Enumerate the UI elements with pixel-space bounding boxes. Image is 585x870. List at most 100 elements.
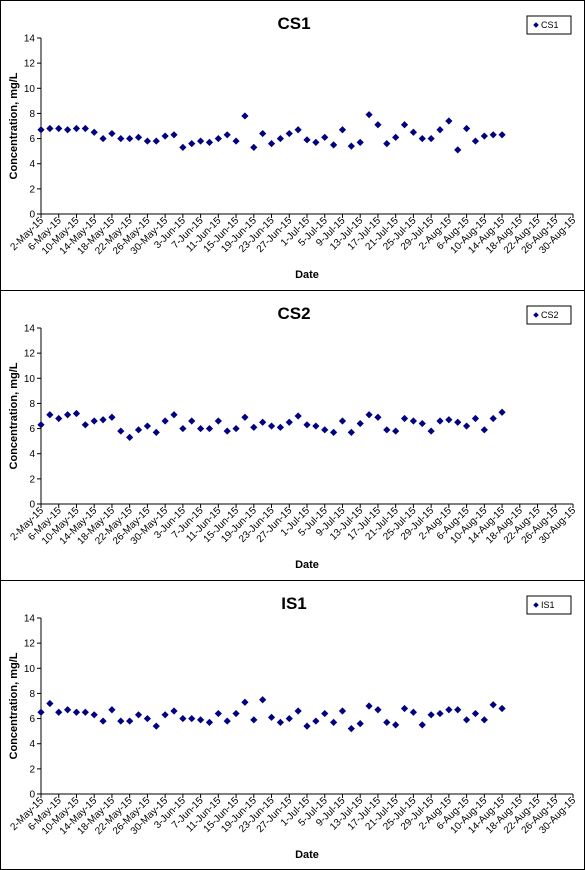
data-point — [188, 417, 196, 425]
y-tick-label: 6 — [29, 134, 35, 145]
data-point — [454, 418, 462, 426]
y-tick-label: 14 — [24, 324, 36, 335]
data-point — [223, 427, 231, 435]
data-point — [90, 711, 98, 719]
data-point — [259, 418, 267, 426]
y-tick-label: 2 — [29, 474, 35, 485]
data-point — [400, 704, 409, 713]
data-point — [197, 137, 205, 145]
data-point — [347, 725, 355, 733]
data-point — [214, 417, 222, 425]
data-point — [383, 718, 391, 726]
data-point — [55, 708, 63, 716]
data-point — [126, 433, 134, 441]
data-point — [259, 129, 267, 138]
data-point — [250, 716, 258, 724]
y-tick-label: 12 — [24, 639, 36, 650]
data-point — [170, 707, 178, 715]
data-point — [188, 140, 196, 148]
y-tick-label: 14 — [24, 34, 36, 45]
data-point — [90, 128, 98, 136]
data-point — [374, 413, 382, 421]
data-point — [64, 126, 72, 134]
data-point — [99, 717, 107, 725]
data-point — [214, 709, 222, 718]
data-point — [134, 426, 143, 434]
y-tick-label: 10 — [24, 664, 36, 675]
data-point — [321, 133, 329, 141]
data-point — [90, 417, 98, 425]
data-point — [480, 132, 488, 140]
data-point — [409, 128, 417, 136]
data-point — [250, 143, 258, 151]
y-tick-label: 12 — [24, 59, 36, 70]
data-point — [232, 424, 240, 433]
y-tick-label: 4 — [29, 159, 35, 170]
data-point — [489, 414, 497, 423]
data-point — [241, 698, 249, 706]
data-point — [161, 711, 169, 719]
data-point — [347, 428, 355, 436]
data-point — [267, 422, 276, 430]
data-point — [400, 414, 409, 423]
y-axis-title: Concentration, mg/L — [8, 72, 20, 179]
y-tick-label: 6 — [29, 714, 35, 725]
data-point — [445, 706, 453, 714]
data-point — [197, 424, 205, 433]
data-point — [463, 422, 471, 430]
data-point — [312, 717, 320, 725]
data-point — [161, 132, 169, 140]
data-point — [108, 706, 116, 714]
data-point — [303, 722, 311, 730]
data-point — [214, 134, 222, 143]
data-point — [454, 706, 462, 714]
data-point — [276, 423, 284, 431]
data-point — [427, 134, 435, 143]
data-point — [55, 124, 63, 133]
data-point — [498, 408, 506, 416]
data-point — [46, 411, 54, 419]
y-tick-label: 8 — [29, 399, 35, 410]
data-point — [285, 129, 293, 138]
data-point — [471, 414, 480, 423]
data-point — [197, 716, 205, 724]
y-tick-label: 0 — [29, 500, 35, 511]
data-point — [241, 413, 249, 421]
data-point — [170, 411, 178, 419]
data-point — [241, 112, 249, 120]
data-point — [498, 131, 506, 139]
y-tick-label: 14 — [24, 614, 36, 625]
data-point — [276, 718, 284, 726]
data-point — [126, 717, 134, 725]
data-point — [330, 428, 338, 436]
x-axis-title: Date — [295, 269, 319, 281]
data-point — [161, 417, 169, 425]
data-point — [356, 720, 364, 728]
data-point — [64, 411, 72, 419]
data-point — [365, 702, 373, 710]
data-point — [436, 709, 444, 718]
data-point — [72, 409, 81, 418]
data-point — [37, 708, 45, 716]
data-point — [152, 137, 160, 145]
data-point — [81, 708, 89, 716]
data-point — [205, 138, 214, 146]
data-point — [436, 126, 444, 134]
data-point — [117, 134, 125, 143]
data-point — [321, 709, 329, 718]
data-point — [471, 709, 480, 718]
data-point — [418, 721, 426, 729]
data-point — [338, 417, 347, 425]
data-point — [276, 134, 284, 143]
data-point — [294, 707, 302, 715]
data-point — [72, 708, 81, 716]
data-point — [294, 412, 302, 420]
data-point — [338, 126, 347, 134]
chart-cs1: CS1024681012142-May-156-May-1510-May-151… — [8, 14, 578, 281]
data-point — [232, 137, 240, 145]
data-point — [188, 714, 196, 723]
data-point — [400, 121, 409, 129]
data-point — [152, 428, 160, 436]
data-point — [99, 416, 107, 424]
y-tick-label: 10 — [24, 374, 36, 385]
